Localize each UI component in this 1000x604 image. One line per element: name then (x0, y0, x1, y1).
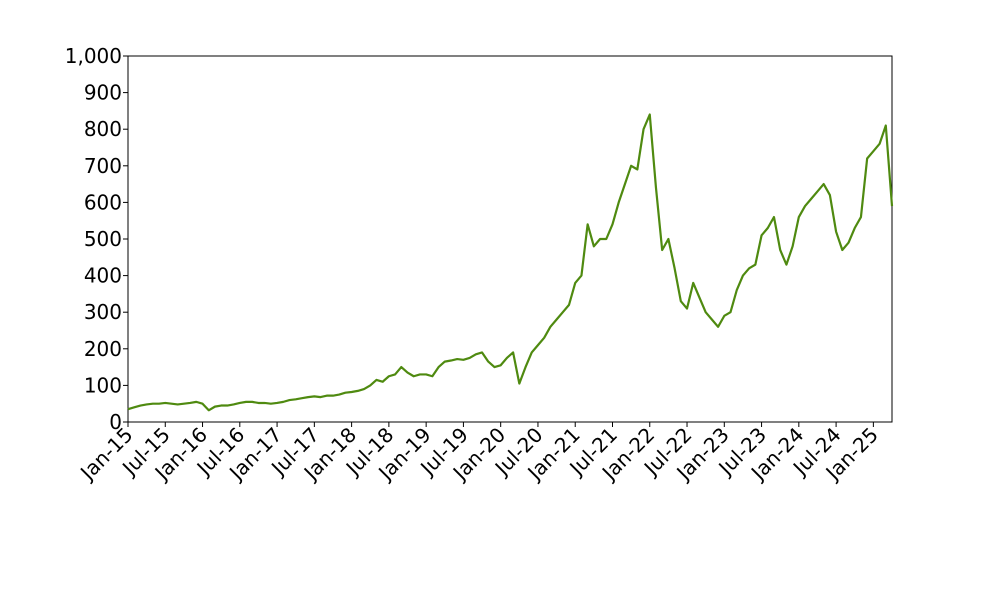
y-tick-label: 1,000 (65, 44, 122, 68)
y-tick-label: 500 (84, 227, 122, 251)
y-tick-label: 300 (84, 300, 122, 324)
y-tick-label: 900 (84, 81, 122, 105)
y-tick-label: 0 (109, 410, 122, 434)
data-line (127, 113, 894, 412)
y-tick-label: 600 (84, 190, 122, 214)
y-tick-label: 100 (84, 373, 122, 397)
y-tick-label: 700 (84, 154, 122, 178)
y-tick-label: 400 (84, 264, 122, 288)
y-tick-label: 800 (84, 117, 122, 141)
y-tick-label: 200 (84, 337, 122, 361)
